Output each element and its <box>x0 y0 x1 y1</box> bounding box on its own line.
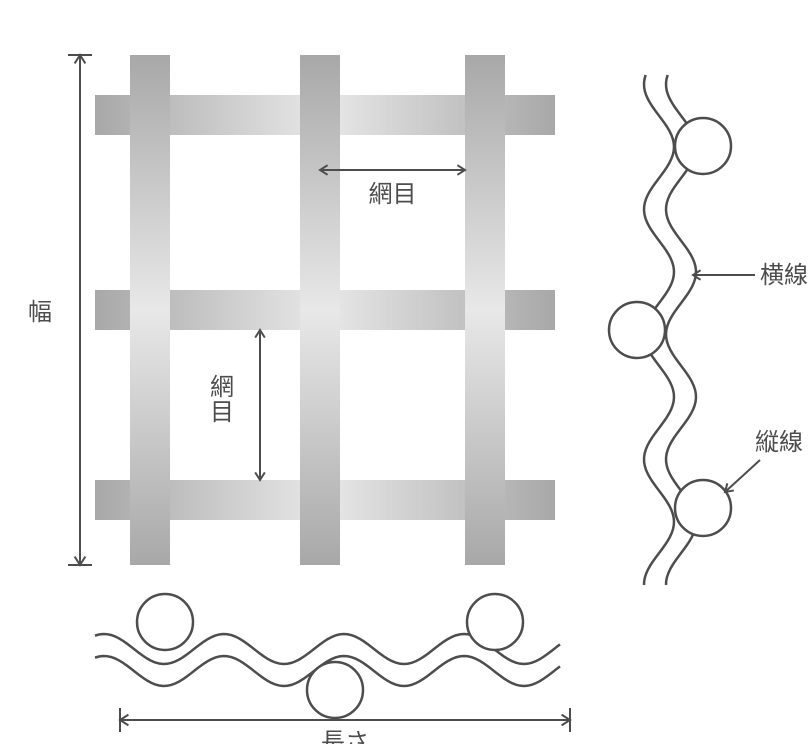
mesh-v-label: 網目 <box>210 374 234 426</box>
wire-cross-circle <box>675 118 731 174</box>
wire-cross-circle <box>137 594 193 650</box>
mesh-diagram: 幅長さ網目網目横線縦線 <box>0 0 808 744</box>
width-label: 幅 <box>28 299 52 326</box>
bottom-weave-cross-section <box>95 594 560 718</box>
mesh-h-arrow <box>320 165 465 175</box>
cross-wire-pointer-arrow <box>693 270 755 280</box>
grid-mesh <box>95 55 555 565</box>
wire-cross-circle <box>307 662 363 718</box>
mesh-v-arrow <box>255 330 265 480</box>
vertical-wire-pointer-arrow <box>725 460 760 492</box>
wire-cross-circle <box>675 480 731 536</box>
right-weave-cross-section <box>609 75 731 585</box>
wire-cross-circle <box>609 302 665 358</box>
width-dimension-arrow <box>68 55 92 565</box>
cross-wire-label: 横線 <box>760 262 808 289</box>
mesh-h-label: 網目 <box>369 181 417 208</box>
wire-cross-circle <box>467 594 523 650</box>
length-label: 長さ <box>321 729 369 744</box>
vertical-wire-label: 縦線 <box>755 429 803 456</box>
